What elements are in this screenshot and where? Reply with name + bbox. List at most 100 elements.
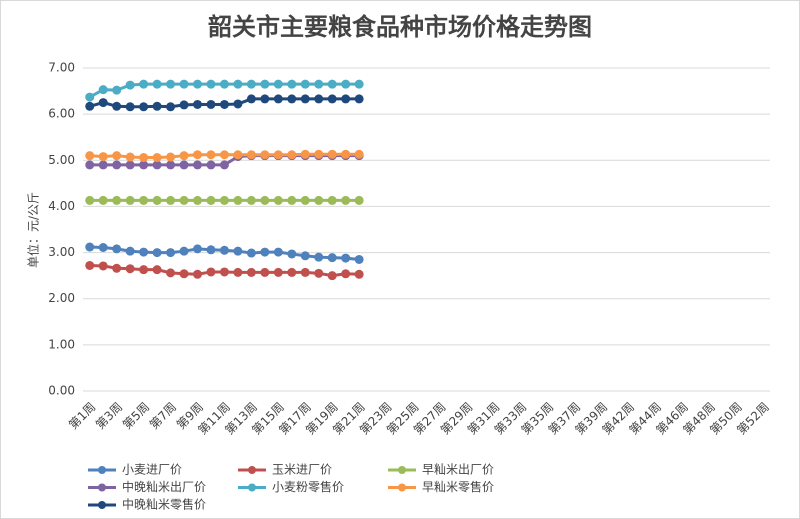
data-point bbox=[206, 150, 216, 160]
data-point bbox=[139, 79, 149, 89]
data-point bbox=[233, 99, 243, 109]
data-point bbox=[112, 85, 122, 95]
data-point bbox=[287, 195, 297, 205]
y-tick-label: 2.00 bbox=[48, 291, 75, 305]
data-point bbox=[179, 195, 189, 205]
data-point bbox=[125, 246, 135, 256]
data-point bbox=[219, 195, 229, 205]
data-point bbox=[273, 150, 283, 160]
data-point bbox=[341, 94, 351, 104]
data-point bbox=[287, 79, 297, 89]
data-point bbox=[233, 246, 243, 256]
legend-marker bbox=[248, 466, 256, 474]
data-point bbox=[166, 248, 176, 258]
data-point bbox=[125, 102, 135, 112]
data-point bbox=[125, 195, 135, 205]
data-point bbox=[125, 80, 135, 90]
data-point bbox=[287, 150, 297, 160]
data-point bbox=[152, 195, 162, 205]
data-point bbox=[85, 101, 95, 111]
legend-marker bbox=[98, 483, 106, 492]
data-point bbox=[112, 244, 122, 254]
data-point bbox=[354, 94, 364, 104]
data-point bbox=[219, 160, 229, 170]
data-point bbox=[166, 79, 176, 89]
data-point bbox=[85, 92, 95, 102]
data-point bbox=[179, 100, 189, 110]
data-point bbox=[98, 85, 108, 95]
y-tick-label: 5.00 bbox=[48, 153, 75, 167]
y-axis-label: 单位：元/公斤 bbox=[26, 192, 41, 268]
data-point bbox=[139, 153, 149, 163]
data-point bbox=[273, 247, 283, 257]
y-tick-label: 1.00 bbox=[48, 337, 75, 351]
legend-label: 中晚籼米零售价 bbox=[122, 497, 206, 512]
data-point bbox=[246, 267, 256, 277]
data-point bbox=[260, 150, 270, 160]
data-point bbox=[85, 195, 95, 205]
data-point bbox=[327, 271, 337, 281]
data-point bbox=[206, 195, 216, 205]
data-point bbox=[193, 160, 202, 170]
data-point bbox=[260, 195, 270, 205]
data-point bbox=[179, 79, 189, 89]
data-point bbox=[112, 160, 122, 170]
data-point bbox=[314, 268, 324, 278]
data-point bbox=[98, 261, 108, 271]
data-point bbox=[300, 94, 310, 104]
data-point bbox=[193, 269, 202, 279]
data-point bbox=[219, 150, 229, 160]
data-point bbox=[206, 267, 216, 277]
data-point bbox=[206, 160, 216, 170]
legend-marker bbox=[98, 466, 106, 474]
data-point bbox=[300, 79, 310, 89]
data-point bbox=[139, 195, 149, 205]
data-point bbox=[233, 195, 243, 205]
data-point bbox=[98, 160, 108, 170]
data-point bbox=[98, 98, 108, 108]
data-point bbox=[166, 102, 176, 112]
data-point bbox=[246, 79, 256, 89]
data-point bbox=[139, 102, 149, 112]
data-point bbox=[166, 195, 176, 205]
legend-label: 玉米进厂价 bbox=[272, 463, 332, 477]
data-point bbox=[179, 269, 189, 279]
data-point bbox=[314, 149, 324, 159]
y-tick-label: 4.00 bbox=[48, 199, 75, 213]
data-point bbox=[206, 79, 216, 89]
legend-label: 小麦进厂价 bbox=[122, 463, 182, 477]
data-point bbox=[125, 152, 135, 162]
data-point bbox=[166, 152, 176, 162]
data-point bbox=[246, 150, 256, 160]
data-point bbox=[179, 151, 189, 161]
data-point bbox=[206, 99, 216, 109]
data-point bbox=[287, 249, 297, 259]
data-point bbox=[327, 253, 337, 263]
data-point bbox=[327, 149, 337, 159]
data-point bbox=[354, 254, 364, 264]
data-point bbox=[314, 195, 324, 205]
data-point bbox=[260, 267, 270, 277]
data-point bbox=[233, 79, 243, 89]
data-point bbox=[341, 195, 351, 205]
y-tick-label: 7.00 bbox=[48, 61, 75, 75]
data-point bbox=[354, 149, 364, 159]
data-point bbox=[193, 150, 202, 160]
data-point bbox=[354, 269, 364, 279]
data-point bbox=[152, 79, 162, 89]
data-point bbox=[327, 94, 337, 104]
data-point bbox=[112, 151, 122, 161]
data-point bbox=[152, 101, 162, 111]
data-point bbox=[219, 245, 229, 255]
data-point bbox=[300, 267, 310, 277]
legend-marker bbox=[248, 483, 256, 492]
data-point bbox=[193, 244, 202, 254]
data-point bbox=[85, 260, 95, 270]
data-point bbox=[287, 94, 297, 104]
data-point bbox=[125, 264, 135, 274]
data-point bbox=[327, 195, 337, 205]
data-point bbox=[179, 160, 189, 170]
data-point bbox=[98, 242, 108, 252]
